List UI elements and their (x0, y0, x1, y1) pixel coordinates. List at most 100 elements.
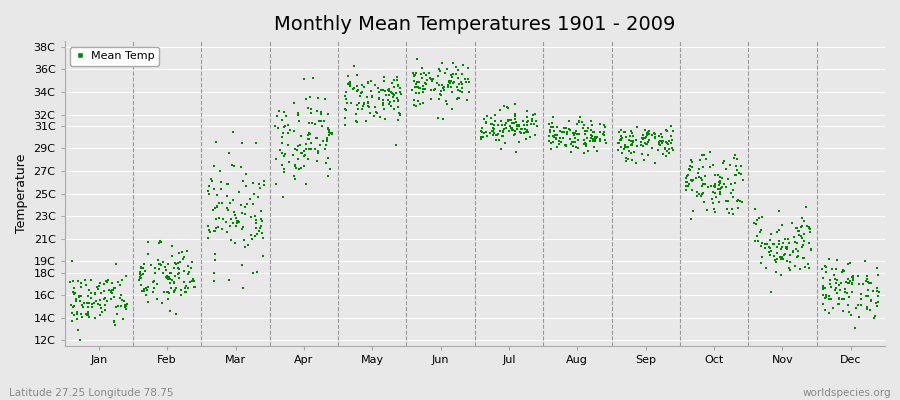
Point (796, 242, 811, 248)
Point (866, 288, 880, 294)
Point (576, 125, 590, 132)
Point (483, 120, 498, 127)
Point (92, 283, 106, 290)
Point (311, 150, 326, 156)
Point (162, 280, 176, 287)
Point (684, 157, 698, 163)
Point (598, 137, 612, 143)
Point (580, 148, 595, 154)
Point (97, 302, 112, 308)
Point (352, 100, 366, 106)
Point (220, 181, 235, 187)
Point (572, 118, 586, 124)
Point (508, 128, 522, 134)
Point (629, 160, 643, 166)
Point (457, 76, 472, 82)
Point (617, 142, 632, 148)
Point (136, 271, 150, 277)
Point (488, 112, 502, 118)
Point (177, 289, 192, 296)
Point (815, 300, 830, 307)
Point (364, 110, 378, 116)
Point (65, 318, 79, 325)
Point (250, 231, 265, 237)
Point (818, 307, 832, 314)
Point (292, 118, 306, 124)
Point (770, 250, 784, 256)
Point (172, 250, 186, 256)
Point (416, 86, 430, 92)
Point (640, 132, 654, 138)
Point (294, 150, 309, 156)
Point (65, 309, 79, 316)
Point (238, 183, 253, 190)
Point (180, 285, 194, 292)
Point (441, 84, 455, 90)
Point (221, 206, 236, 213)
Point (210, 216, 224, 223)
Point (679, 179, 693, 186)
Point (278, 151, 293, 157)
Point (169, 311, 184, 317)
Point (488, 117, 502, 124)
Point (140, 287, 155, 294)
Point (97, 281, 112, 287)
Point (253, 225, 267, 231)
Point (172, 275, 186, 281)
Point (578, 128, 592, 134)
Point (653, 131, 668, 137)
Point (556, 135, 571, 141)
Point (860, 293, 874, 299)
Point (454, 79, 469, 86)
Point (520, 114, 535, 120)
Point (172, 266, 186, 272)
Point (161, 261, 176, 267)
Point (111, 279, 125, 285)
Point (796, 238, 811, 244)
Point (651, 147, 665, 153)
Point (69, 296, 84, 303)
Point (302, 130, 316, 136)
Point (235, 285, 249, 291)
Point (325, 131, 339, 138)
Point (758, 245, 772, 251)
Point (851, 302, 866, 309)
Point (159, 275, 174, 281)
Point (187, 278, 202, 284)
Point (353, 93, 367, 99)
Point (648, 134, 662, 140)
Point (582, 138, 597, 145)
Point (393, 111, 408, 117)
Point (209, 225, 223, 231)
Point (841, 302, 855, 309)
Point (323, 130, 338, 136)
Point (429, 80, 444, 86)
Point (424, 76, 438, 82)
Point (115, 277, 130, 284)
Point (619, 155, 634, 161)
Point (234, 164, 248, 171)
Point (749, 221, 763, 227)
Point (356, 101, 371, 107)
Point (617, 143, 632, 150)
Point (626, 139, 640, 145)
Point (616, 146, 631, 152)
Point (69, 316, 84, 322)
Point (139, 292, 153, 298)
Point (837, 296, 851, 302)
Point (752, 215, 766, 221)
Point (860, 279, 875, 285)
Point (167, 286, 182, 293)
Point (509, 126, 524, 132)
Point (174, 287, 188, 293)
Point (101, 277, 115, 284)
Point (477, 116, 491, 123)
Point (301, 136, 315, 142)
Point (543, 129, 557, 135)
Point (256, 178, 271, 184)
Point (712, 179, 726, 185)
Point (269, 181, 284, 187)
Point (405, 70, 419, 76)
Point (204, 178, 219, 184)
Point (291, 142, 305, 149)
